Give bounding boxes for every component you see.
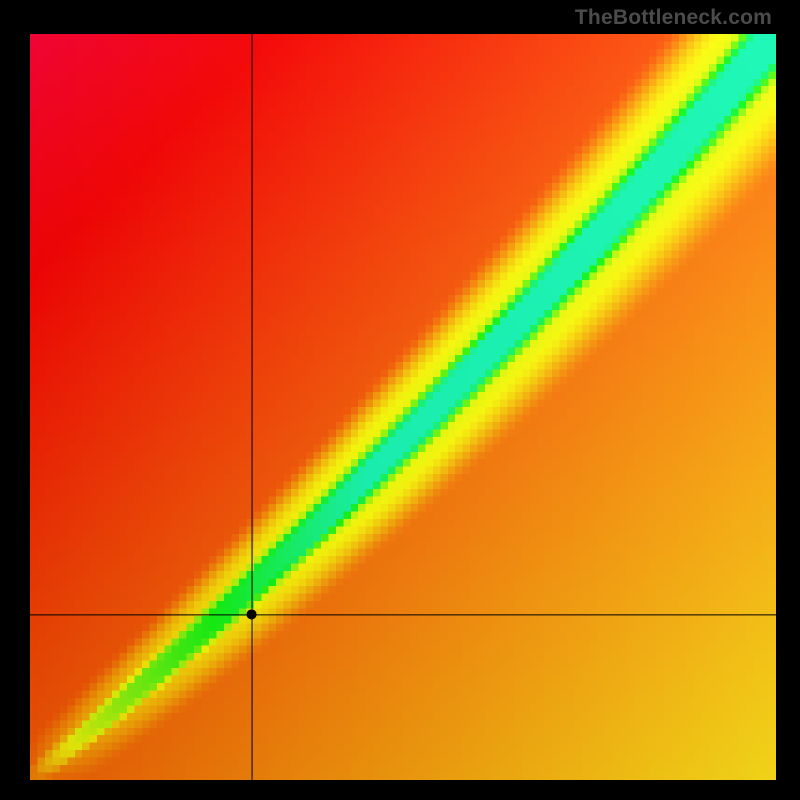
- crosshair-overlay: [30, 34, 776, 780]
- chart-container: TheBottleneck.com: [0, 0, 800, 800]
- watermark-text: TheBottleneck.com: [575, 6, 772, 30]
